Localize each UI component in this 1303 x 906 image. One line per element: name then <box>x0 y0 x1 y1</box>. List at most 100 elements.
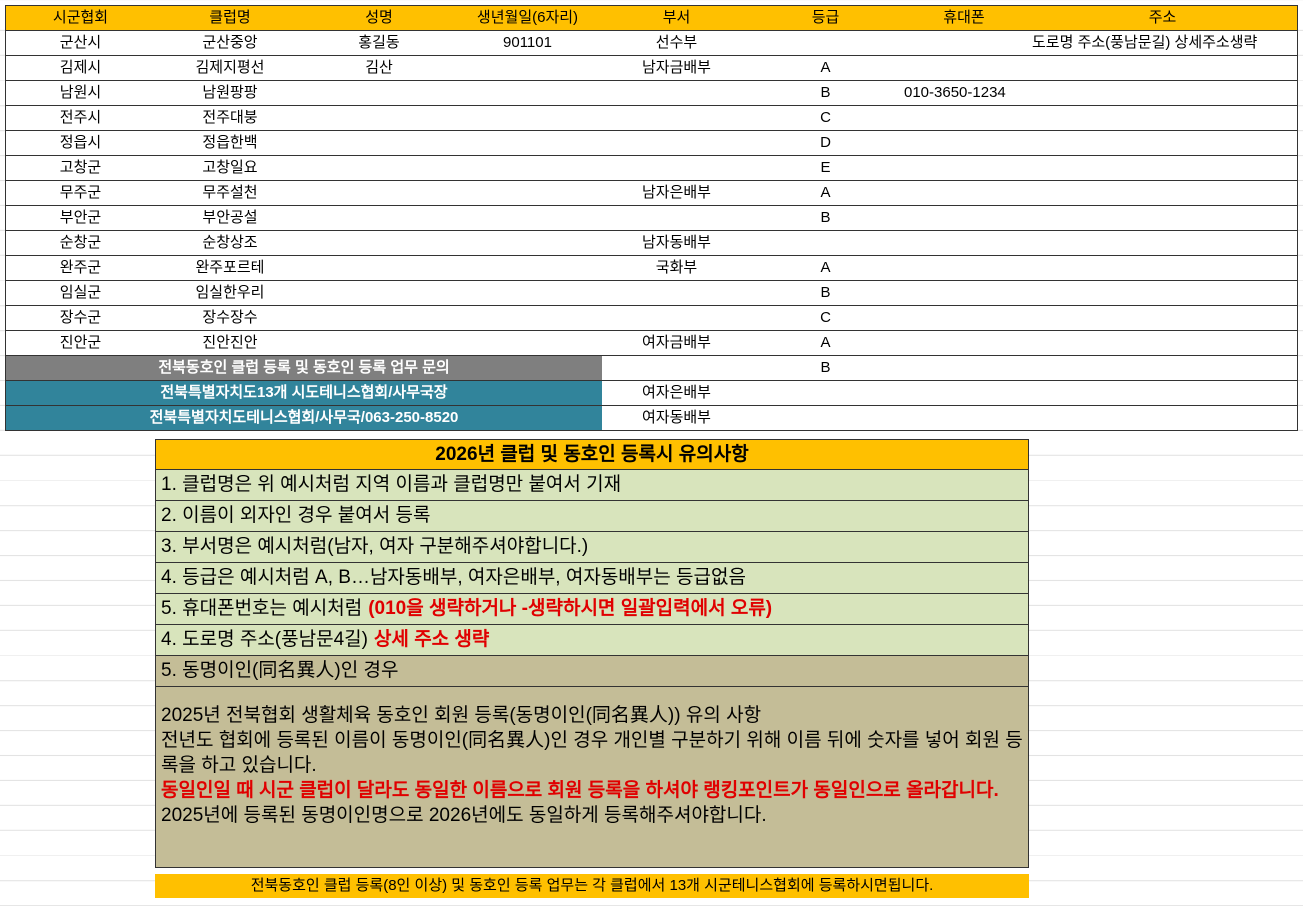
cell: 순창상조 <box>155 231 306 256</box>
same-name-heading: 5. 동명이인(同名異人)인 경우 <box>155 656 1029 687</box>
cell: 도로명 주소(풍남문길) 상세주소생략 <box>1028 31 1298 56</box>
cell <box>751 381 901 406</box>
cell: 무주설천 <box>155 181 306 206</box>
cell: C <box>751 106 901 131</box>
cell <box>305 106 454 131</box>
cell <box>1028 406 1298 431</box>
cell: 홍길동 <box>305 31 454 56</box>
cell <box>900 256 1029 281</box>
cell: 정읍시 <box>6 131 156 156</box>
cell: 여자금배부 <box>602 331 752 356</box>
note-warning: 상세 주소 생략 <box>373 629 490 650</box>
cell <box>900 281 1029 306</box>
cell: 김제시 <box>6 56 156 81</box>
cell <box>305 256 454 281</box>
cell <box>602 81 752 106</box>
note-item: 5. 휴대폰번호는 예시처럼 (010을 생략하거나 -생략하시면 일괄입력에서 … <box>155 594 1029 625</box>
cell <box>453 331 603 356</box>
cell <box>602 156 752 181</box>
cell: B <box>751 356 901 381</box>
cell <box>900 156 1029 181</box>
cell <box>751 31 901 56</box>
cell: A <box>751 256 901 281</box>
header-cell: 생년월일(6자리) <box>453 6 603 31</box>
cell <box>1028 106 1298 131</box>
note-text: 4. 등급은 예시처럼 A, B…남자동배부, 여자은배부, 여자동배부는 등급… <box>161 567 746 588</box>
cell <box>900 106 1029 131</box>
cell <box>1028 156 1298 181</box>
cell <box>305 156 454 181</box>
cell <box>900 56 1029 81</box>
cell: 전주대붕 <box>155 106 306 131</box>
cell <box>305 131 454 156</box>
cell: 901101 <box>453 31 603 56</box>
cell <box>453 231 603 256</box>
cell <box>1028 306 1298 331</box>
note-item: 4. 도로명 주소(풍남문4길) 상세 주소 생략 <box>155 625 1029 656</box>
cell: A <box>751 181 901 206</box>
note-text: 5. 휴대폰번호는 예시처럼 <box>161 598 363 619</box>
note-text: 1. 클럽명은 위 예시처럼 지역 이름과 클럽명만 붙여서 기재 <box>161 474 622 495</box>
cell: C <box>751 306 901 331</box>
cell <box>1028 131 1298 156</box>
cell: B <box>751 81 901 106</box>
cell: 여자은배부 <box>602 381 752 406</box>
cell: 전주시 <box>6 106 156 131</box>
cell: 정읍한백 <box>155 131 306 156</box>
cell <box>305 81 454 106</box>
cell <box>1028 206 1298 231</box>
same-name-line: 2025년에 등록된 동명이인명으로 2026년에도 동일하게 등록해주셔야합니… <box>161 805 767 826</box>
cell <box>602 106 752 131</box>
cell: 김제지평선 <box>155 56 306 81</box>
cell <box>900 181 1029 206</box>
cell <box>1028 256 1298 281</box>
cell: 남자금배부 <box>602 56 752 81</box>
cell: 진안군 <box>6 331 156 356</box>
note-item: 2. 이름이 외자인 경우 붙여서 등록 <box>155 501 1029 532</box>
cell <box>900 206 1029 231</box>
same-name-line: 전년도 협회에 등록된 이름이 동명이인(同名異人)인 경우 개인별 구분하기 … <box>161 730 1023 776</box>
cell <box>453 156 603 181</box>
note-warning: (010을 생략하거나 -생략하시면 일괄입력에서 오류) <box>368 598 773 619</box>
cell <box>453 106 603 131</box>
cell: A <box>751 56 901 81</box>
table: 시군협회 클럽명 성명 생년월일(6자리) 부서 등급 휴대폰 주소 군산시 군산중앙 홍길동 901… <box>0 0 1303 440</box>
header-cell: 휴대폰 <box>900 6 1029 31</box>
cell: 부안공설 <box>155 206 306 231</box>
cell <box>751 231 901 256</box>
cell <box>453 306 603 331</box>
cell <box>305 281 454 306</box>
note-item: 4. 등급은 예시처럼 A, B…남자동배부, 여자은배부, 여자동배부는 등급… <box>155 563 1029 594</box>
cell <box>1028 356 1298 381</box>
cell <box>602 131 752 156</box>
header-cell: 부서 <box>602 6 752 31</box>
contact-cell: 전북동호인 클럽 등록 및 동호인 등록 업무 문의 <box>6 356 603 381</box>
cell: 남자동배부 <box>602 231 752 256</box>
cell <box>602 281 752 306</box>
cell <box>900 306 1029 331</box>
cell: 선수부 <box>602 31 752 56</box>
cell <box>602 206 752 231</box>
cell: 장수군 <box>6 306 156 331</box>
table-border <box>5 5 1298 6</box>
cell: 남원시 <box>6 81 156 106</box>
cell <box>305 206 454 231</box>
cell: 국화부 <box>602 256 752 281</box>
cell: 진안진안 <box>155 331 306 356</box>
cell: 여자동배부 <box>602 406 752 431</box>
cell <box>900 406 1029 431</box>
contact-cell: 전북특별자치도테니스협회/사무국/063-250-8520 <box>6 406 603 431</box>
cell <box>453 131 603 156</box>
cell <box>900 381 1029 406</box>
header-cell: 시군협회 <box>6 6 156 31</box>
cell <box>453 81 603 106</box>
cell <box>305 306 454 331</box>
header-cell: 클럽명 <box>155 6 306 31</box>
cell <box>602 356 752 381</box>
cell: 순창군 <box>6 231 156 256</box>
cell <box>453 181 603 206</box>
notes-title: 2026년 클럽 및 동호인 등록시 유의사항 <box>155 439 1029 470</box>
cell <box>1028 231 1298 256</box>
header-cell: 성명 <box>305 6 454 31</box>
